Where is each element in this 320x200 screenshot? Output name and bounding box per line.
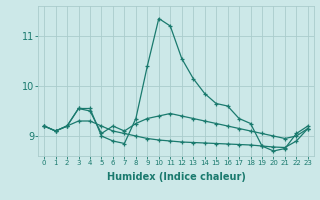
- X-axis label: Humidex (Indice chaleur): Humidex (Indice chaleur): [107, 172, 245, 182]
